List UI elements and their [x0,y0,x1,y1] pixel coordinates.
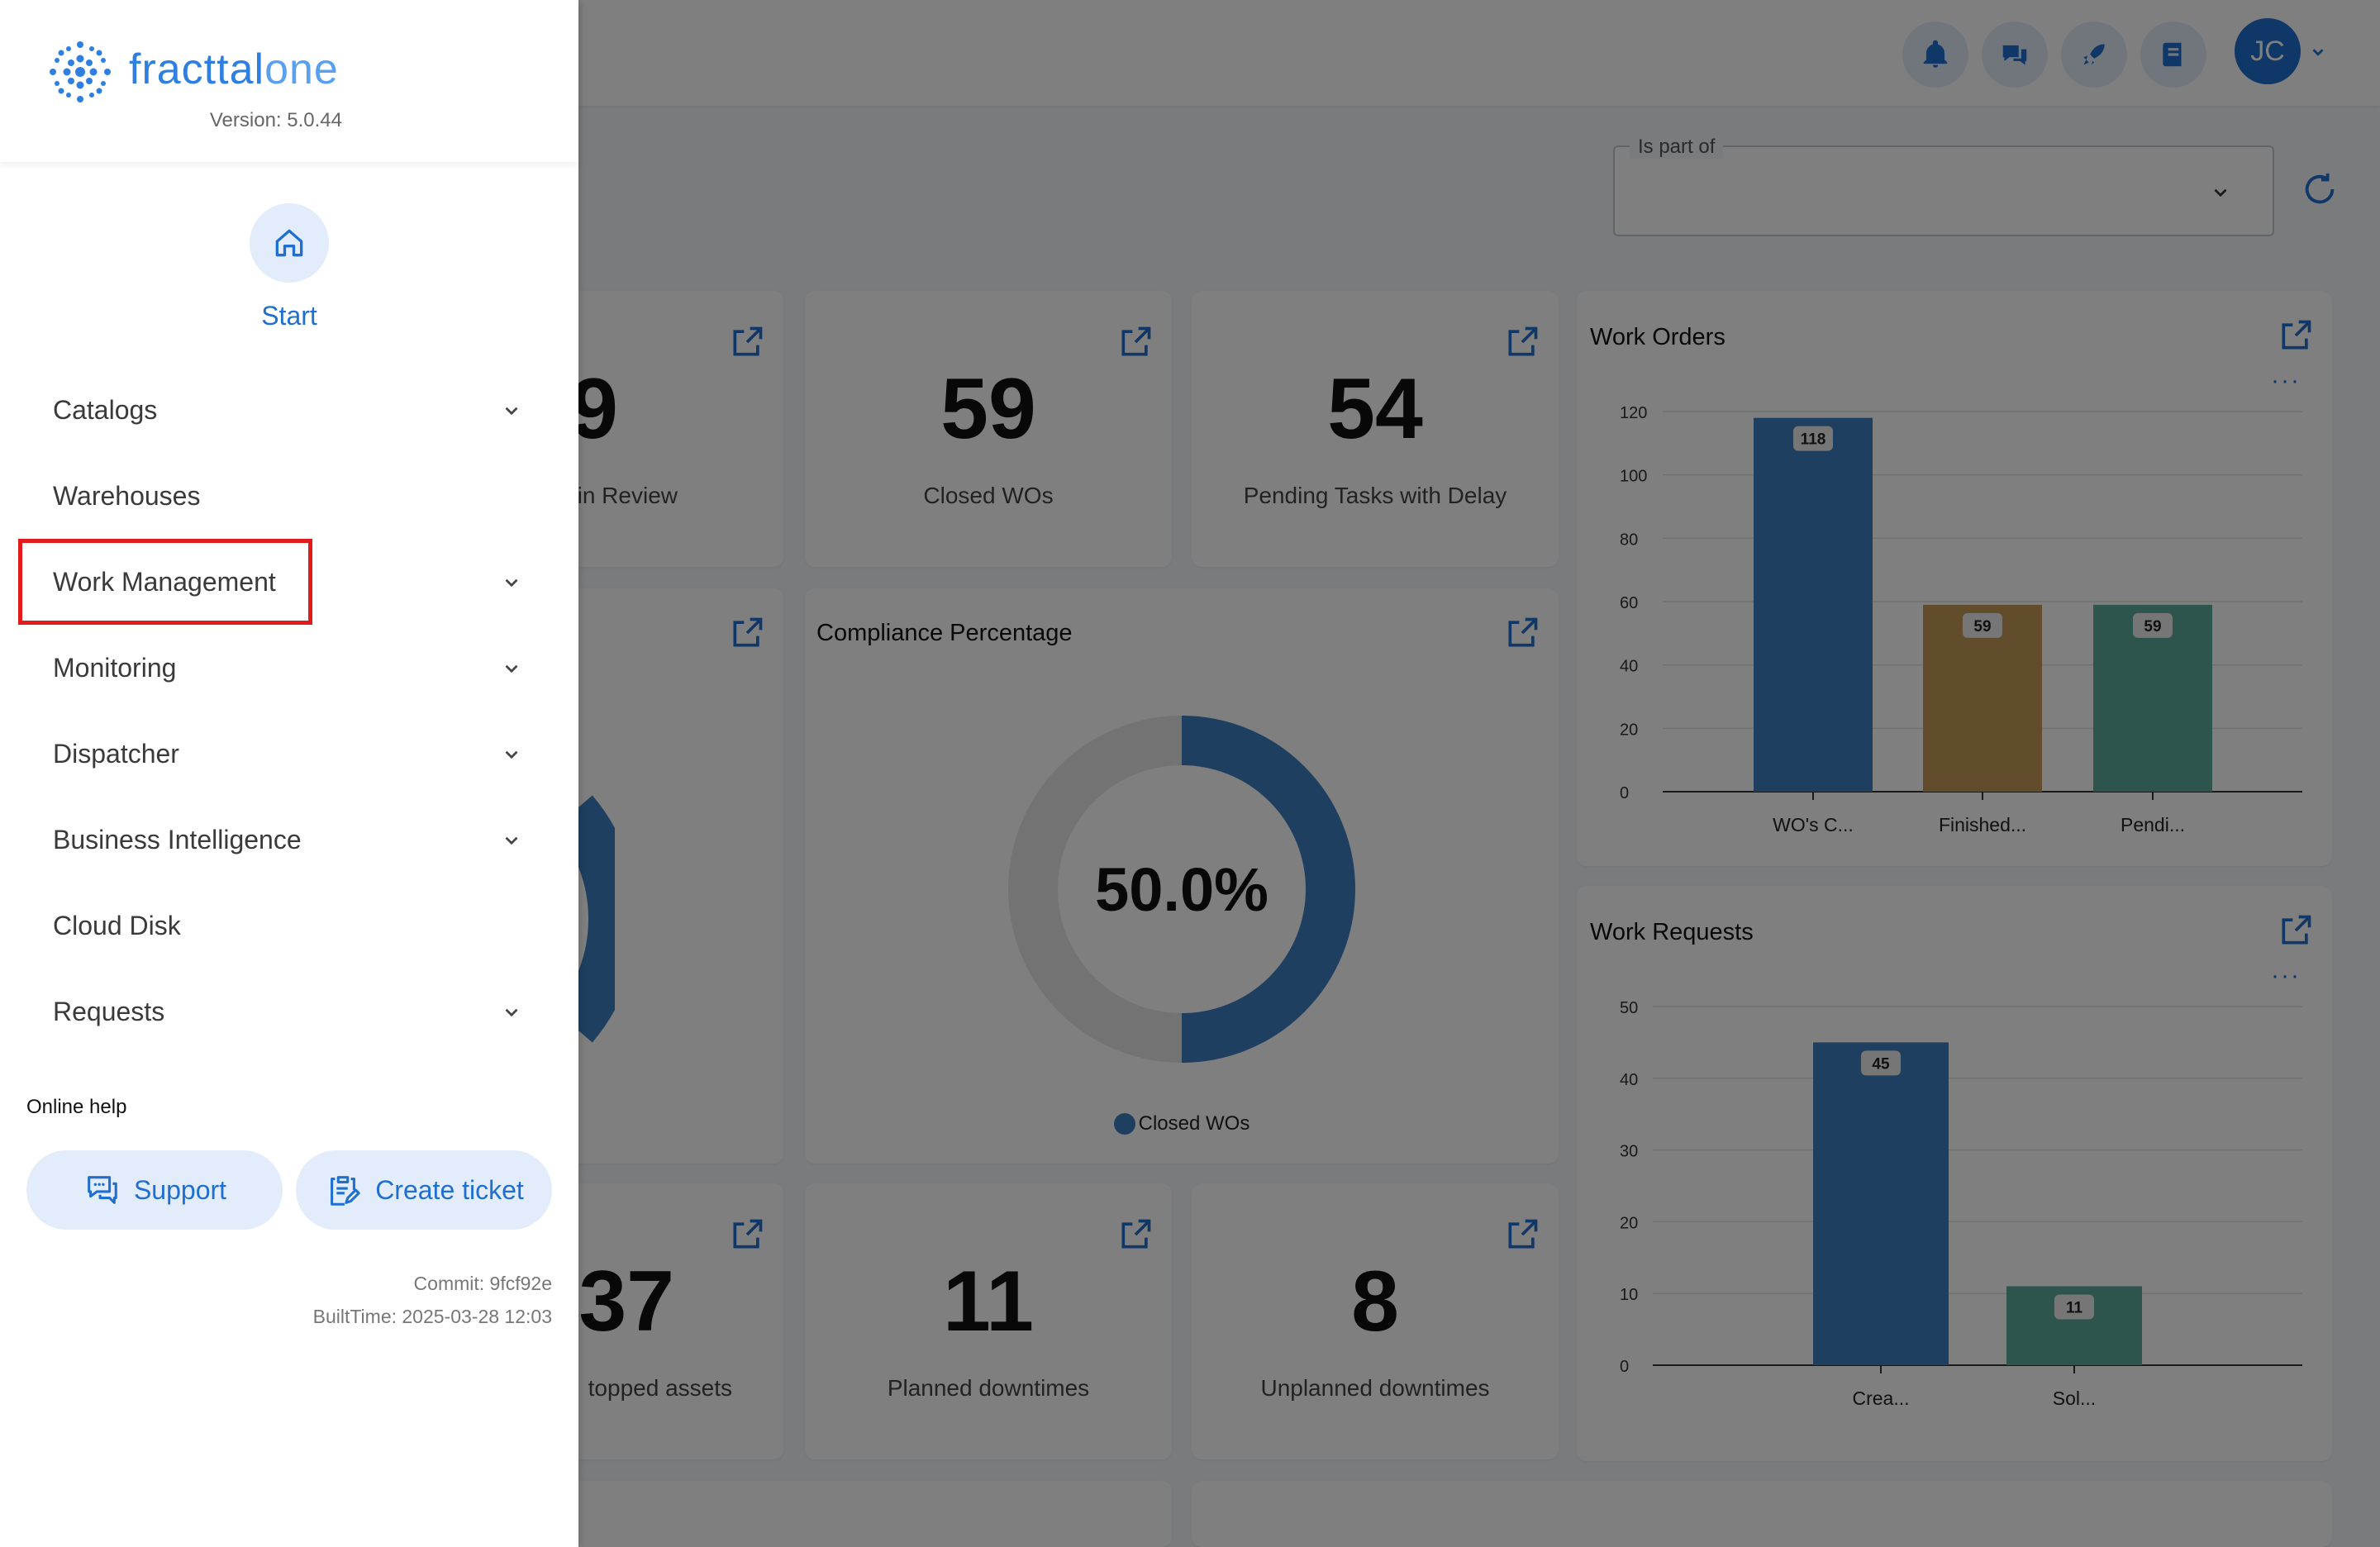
built-time-text: BuiltTime: 2025-03-28 12:03 [312,1306,552,1327]
sidebar-item-label: Monitoring [53,653,177,683]
sidebar-item-label: Cloud Disk [53,911,181,940]
sidebar-item-monitoring[interactable]: Monitoring [20,628,537,707]
chevron-down-icon [505,578,518,588]
create-ticket-label: Create ticket [375,1174,524,1205]
brand-name-part1: fracttal [129,45,265,93]
sidebar-item-dispatcher[interactable]: Dispatcher [20,714,537,793]
chat-bubbles-icon [88,1176,117,1204]
sidebar-item-label: Warehouses [53,481,201,511]
chevron-down-icon [505,1008,518,1017]
sidebar-item-label: Catalogs [53,395,158,425]
chevron-down-icon [505,407,518,416]
chevron-down-icon [505,664,518,674]
navigation-drawer: fracttalone Version: 5.0.44 Start Catalo… [0,0,578,1547]
sidebar-item-warehouses[interactable]: Warehouses [20,456,537,536]
start-label[interactable]: Start [261,301,317,331]
sidebar-item-catalogs[interactable]: Catalogs [20,370,537,450]
sidebar-item-label: Work Management [53,567,276,597]
chevron-down-icon [505,750,518,759]
sidebar-item-label: Dispatcher [53,739,179,769]
drawer-header: fracttalone Version: 5.0.44 [0,0,578,162]
sidebar-item-label: Business Intelligence [53,825,302,854]
support-button[interactable]: Support [26,1150,283,1230]
online-help-title: Online help [26,1096,127,1118]
fracttal-logo-icon [50,41,111,102]
chevron-down-icon [505,836,518,845]
start-button[interactable] [250,203,329,283]
commit-text: Commit: 9fcf92e [413,1273,552,1294]
sidebar-item-label: Requests [53,997,165,1026]
highlight-box [18,539,312,625]
support-label: Support [133,1174,227,1205]
version-text: Version: 5.0.44 [209,109,342,131]
sidebar-item-work-management[interactable]: Work Management [20,542,537,621]
sidebar-item-requests[interactable]: Requests [20,972,537,1051]
sidebar-item-business-intelligence[interactable]: Business Intelligence [20,800,537,879]
create-ticket-button[interactable]: Create ticket [296,1150,552,1230]
home-icon [275,229,303,257]
brand-name: fracttalone [129,45,339,94]
clipboard-edit-icon [331,1176,360,1206]
brand-name-part2: one [264,45,339,93]
sidebar-item-cloud-disk[interactable]: Cloud Disk [20,886,537,965]
